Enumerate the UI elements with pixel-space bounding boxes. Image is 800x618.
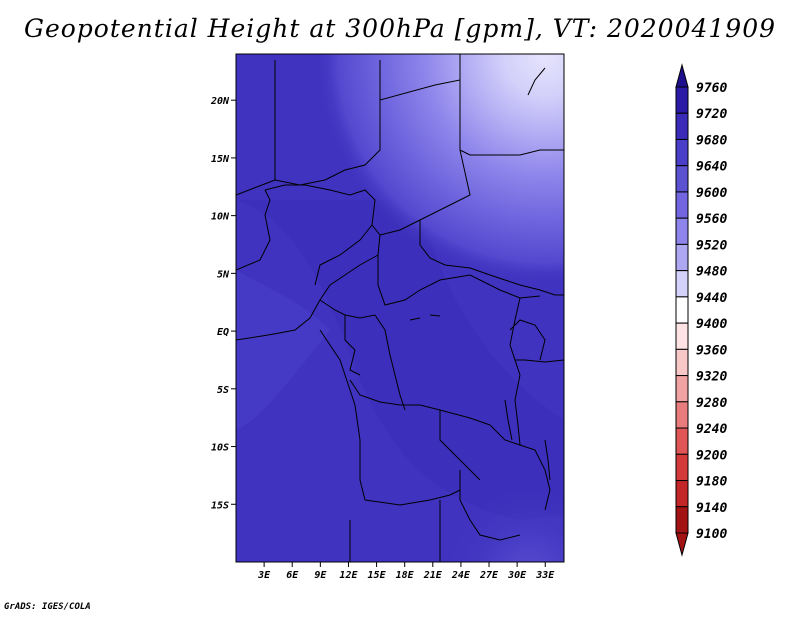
border-tanzania-mozambique (489, 424, 551, 511)
border-nigeria (264, 184, 381, 301)
country-boundaries (236, 54, 564, 562)
colorbar-level-label: 9140 (696, 501, 727, 516)
y-tick-label: 15N (211, 154, 230, 165)
coast-gabon-congo (319, 329, 356, 406)
colorbar-segment (675, 401, 689, 429)
colorbar-segment (675, 270, 689, 298)
colorbar-top-arrow (675, 63, 689, 88)
y-tick-label: EQ (217, 327, 229, 338)
colorbar-segment (675, 348, 689, 377)
y-tick-label: 10N (211, 212, 230, 223)
border-car-drc (377, 255, 541, 306)
border-uganda-drc (509, 297, 521, 376)
border-cameroon (314, 224, 373, 286)
colorbar-level-label: 9360 (696, 343, 727, 358)
x-tick-label: 9E (314, 570, 327, 581)
x-tick-label: 24E (451, 570, 471, 581)
chart-title: Geopotential Height at 300hPa [gpm], VT:… (23, 14, 777, 43)
x-axis: 3E 6E 9E 12E 15E 18E 21E 24E 27E 30E 33E (257, 562, 555, 581)
field-se-high (236, 54, 564, 562)
y-tick-label: 10S (211, 443, 229, 454)
coast-gulf-guinea (236, 299, 321, 341)
colorbar-level-label: 9200 (696, 448, 727, 463)
colorbar-level-label: 9400 (696, 317, 727, 332)
colorbar-segment (675, 506, 689, 534)
x-tick-label: 12E (339, 570, 358, 581)
colorbar-segment (675, 427, 689, 455)
x-tick-label: 15E (368, 570, 387, 581)
border-car-south (419, 220, 506, 281)
x-tick-label: 6E (286, 570, 299, 581)
colorbar-level-label: 9560 (696, 212, 727, 227)
x-tick-label: 18E (396, 570, 415, 581)
colorbar-level-label: 9760 (696, 81, 727, 96)
border-sudan-north (459, 149, 564, 156)
x-tick-label: 21E (423, 570, 443, 581)
border-benin-togo (236, 189, 271, 271)
colorbar-level-label: 9600 (696, 186, 727, 201)
x-tick-label: 33E (535, 570, 555, 581)
y-tick-label: 20N (210, 96, 230, 107)
y-tick-label: 5S (217, 385, 229, 396)
colorbar-level-label: 9280 (696, 396, 727, 411)
border-angola-namibia (364, 489, 461, 506)
border-angola-west (354, 404, 366, 501)
colorbar-segment (675, 480, 689, 508)
y-tick-label: 15S (211, 500, 229, 511)
x-tick-label: 3E (257, 570, 271, 581)
border-angola-drc (349, 379, 491, 426)
colorbar-level-label: 9320 (696, 370, 727, 385)
colorbar-level-label: 9480 (696, 265, 727, 280)
colorbar-level-label: 9180 (696, 475, 727, 490)
colorbar-level-label: 9440 (696, 291, 727, 306)
colorbar-segment (675, 296, 689, 324)
y-tick-label: 5N (217, 269, 230, 280)
border-uganda-kenya (515, 359, 564, 363)
colorbar-segment (675, 191, 689, 219)
credit-label: GrADS: IGES/COLA (4, 602, 91, 612)
colorbar-bottom-arrow (675, 532, 689, 557)
colorbar-segment (675, 322, 689, 350)
colorbar-segment (675, 453, 689, 482)
height-field (236, 54, 564, 562)
river-congo (409, 314, 441, 321)
colorbar-segment (675, 165, 689, 193)
colorbar-level-label: 9720 (696, 107, 727, 122)
colorbar-segment (675, 217, 689, 245)
colorbar-level-label: 9520 (696, 238, 727, 253)
colorbar-level-label: 9100 (696, 527, 727, 542)
border-gabon-congo (344, 315, 361, 376)
border-zambia-north (439, 410, 481, 481)
lake-tanganyika (504, 399, 513, 441)
x-tick-label: 30E (507, 570, 527, 581)
y-axis: 20N 15N 10N 5N EQ 5S 10S 15S (210, 96, 236, 511)
colorbar-segment (675, 138, 689, 167)
lake-malawi (544, 439, 551, 481)
x-tick-label: 27E (479, 570, 499, 581)
border-congo-drc (374, 314, 406, 411)
colorbar-segment (675, 86, 689, 114)
border-sudan-ethiopia (504, 279, 564, 296)
colorbar-segment (675, 375, 689, 403)
red-sea-coast (527, 67, 546, 96)
border-chad-sudan (379, 149, 471, 236)
colorbar-level-label: 9240 (696, 422, 727, 437)
colorbar-level-label: 9680 (696, 133, 727, 148)
border-rwanda-burundi (514, 374, 521, 446)
map-frame (235, 53, 565, 563)
lake-victoria (509, 319, 546, 361)
border-zimbabwe (459, 470, 521, 541)
colorbar-legend: 9760 9720 9680 9640 9600 9560 9520 9480 9440 9400… (675, 63, 727, 557)
colorbar-level-label: 9640 (696, 160, 727, 175)
colorbar-segment (675, 243, 689, 272)
colorbar-segment (675, 112, 689, 140)
